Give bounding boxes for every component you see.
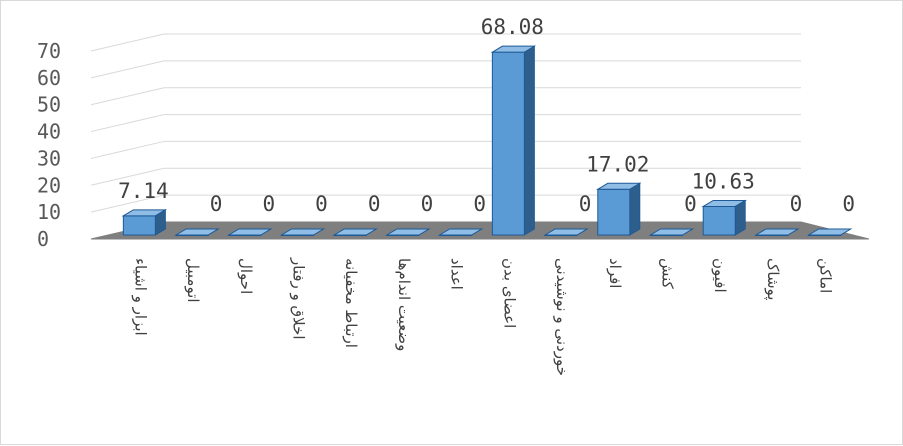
data-label: 0 [790, 192, 803, 216]
bar-top [174, 228, 220, 236]
data-label: 0 [684, 192, 697, 216]
y-tick-label: 20 [37, 173, 61, 197]
category-label: پوشاک [763, 258, 782, 301]
bar-front [597, 188, 631, 236]
bar-top [754, 228, 800, 236]
category-label: وضعیت اندام‌ها [395, 258, 413, 351]
bar-side [629, 182, 641, 236]
data-label: 0 [315, 192, 328, 216]
bar [279, 228, 326, 236]
bar [595, 182, 642, 236]
x-axis-categories: ابزار و اشیاء اتومبیل احوال اخلاق و رفتار ار… [131, 257, 834, 376]
data-label: 0 [421, 192, 434, 216]
gridlines [90, 33, 801, 213]
gridline-side [90, 33, 165, 52]
y-tick-label: 10 [37, 200, 61, 224]
category-label: احوال [237, 258, 255, 294]
bar [701, 199, 748, 236]
data-label: 0 [473, 192, 486, 216]
bar-top [121, 209, 168, 217]
bar [121, 208, 168, 236]
category-label: اخلاق و رفتار [290, 257, 308, 340]
bar [754, 228, 800, 236]
category-label: کنش [659, 258, 677, 290]
bar [806, 228, 853, 236]
category-label: اماکن [817, 258, 835, 293]
data-label: 0 [262, 192, 275, 216]
y-tick-label: 70 [37, 39, 61, 63]
bar [226, 228, 273, 236]
bar-front [122, 215, 156, 236]
bar-top [385, 228, 431, 236]
bar [174, 228, 220, 236]
category-label: خوردنی و نوشیدنی [553, 258, 571, 376]
bar-top [543, 228, 589, 236]
bar-top [701, 199, 748, 207]
data-label: 0 [842, 192, 855, 216]
bar-front [702, 205, 736, 236]
bar-top [279, 228, 326, 236]
bar-top [490, 45, 537, 53]
gridline-side [90, 140, 165, 159]
category-label: اعضای بدن [500, 258, 518, 328]
bar-side [523, 45, 535, 236]
bar-top [437, 228, 484, 236]
bar-top [648, 228, 695, 236]
bar [332, 228, 379, 236]
y-tick-label: 40 [37, 120, 61, 144]
y-tick-label: 0 [37, 227, 49, 251]
category-label: ارتباط مخفیانه [342, 258, 360, 348]
gridline-side [90, 60, 165, 79]
category-label: ابزار و اشیاء [131, 258, 149, 336]
y-tick-label: 50 [37, 93, 61, 117]
gridline-side [90, 167, 165, 186]
bar [385, 228, 431, 236]
gridline-side [90, 114, 165, 133]
gridline-side [90, 194, 165, 213]
category-label: اعداد [448, 258, 466, 290]
bar [648, 228, 695, 236]
data-label: 0 [368, 192, 381, 216]
data-label: 10.63 [692, 169, 755, 193]
data-label: 17.02 [586, 152, 649, 176]
bars [121, 45, 853, 236]
data-label: 7.14 [118, 179, 169, 203]
category-label: افراد [606, 258, 624, 288]
bar-top [595, 182, 642, 190]
data-label: 0 [579, 192, 592, 216]
category-label: افیون [711, 258, 729, 293]
bar [437, 228, 484, 236]
data-label: 68.08 [481, 15, 544, 39]
bar-front [491, 51, 525, 236]
bar [490, 45, 537, 236]
bar-top [332, 228, 379, 236]
y-tick-label: 60 [37, 66, 61, 90]
y-tick-label: 30 [37, 146, 61, 170]
bar [543, 228, 589, 236]
category-label: اتومبیل [184, 258, 202, 303]
gridline-side [90, 87, 165, 106]
data-label: 0 [210, 192, 223, 216]
bar-top [806, 228, 853, 236]
bar-top [226, 228, 273, 236]
